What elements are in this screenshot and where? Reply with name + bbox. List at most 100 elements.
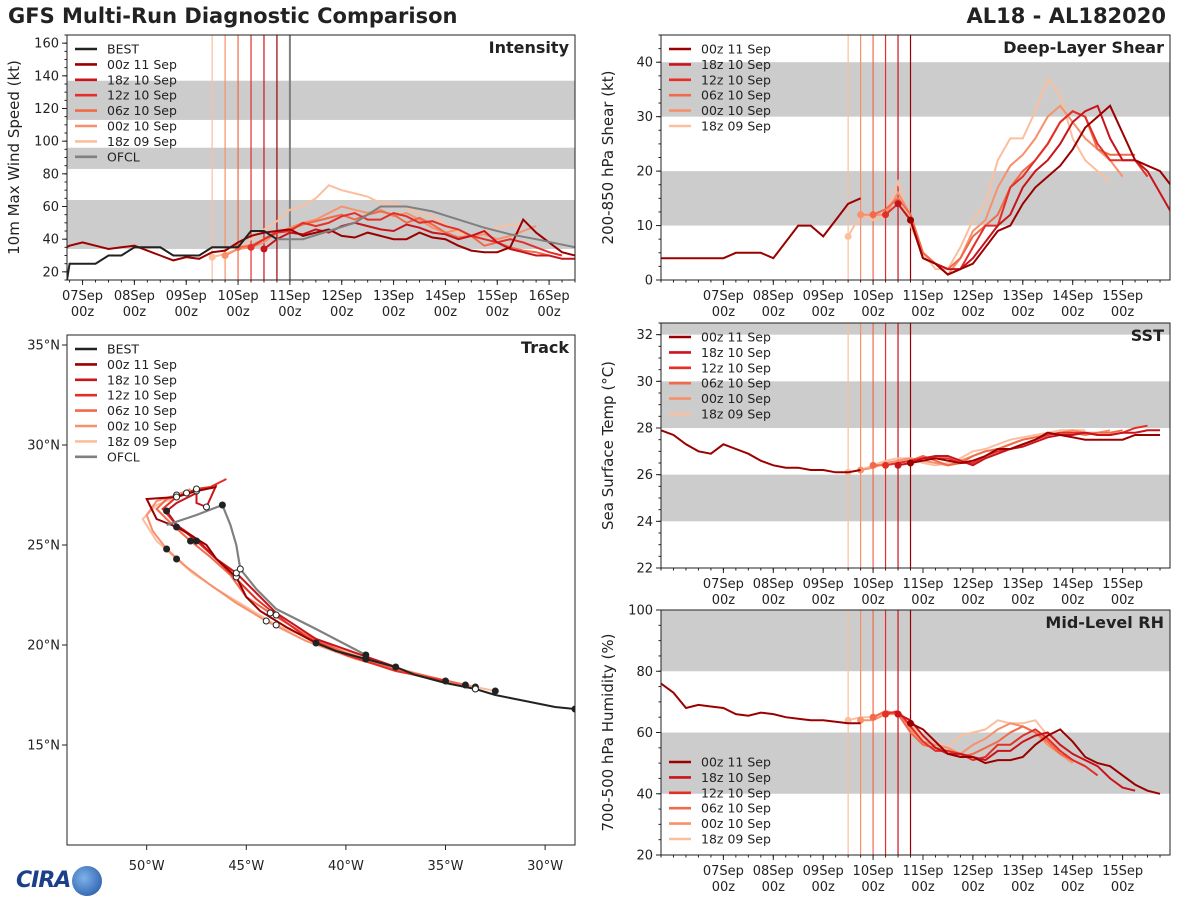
legend-label: 00z 10 Sep — [107, 419, 177, 434]
rh-xtick-label: 08Sep — [753, 864, 794, 879]
track-best-point — [471, 685, 479, 693]
sst-initial-point — [882, 461, 890, 469]
legend-label: 18z 09 Sep — [701, 832, 771, 847]
intensity-xtick-label: 00z — [175, 305, 199, 320]
sst-ytick-label: 32 — [636, 328, 653, 343]
intensity-xtick-label: 00z — [123, 305, 147, 320]
sst-ytick-label: 26 — [636, 468, 653, 483]
legend-label: 12z 10 Sep — [107, 388, 177, 403]
legend-label: 18z 09 Sep — [701, 407, 771, 422]
intensity-xtick-label: 13Sep — [373, 289, 414, 304]
track-ytick-label: 15°N — [27, 739, 60, 754]
intensity-xtick-label: 14Sep — [425, 289, 466, 304]
rh-ytick-label: 80 — [636, 665, 653, 680]
track-ytick-label: 20°N — [27, 639, 60, 654]
legend-label: 06z 10 Sep — [107, 103, 177, 118]
intensity-ytick-label: 120 — [34, 102, 59, 117]
shear-xtick-label: 00z — [911, 305, 935, 320]
track-xtick-label: 40°W — [328, 859, 364, 874]
intensity-best-line — [67, 230, 278, 280]
track-best-point — [571, 705, 575, 713]
shear-band — [661, 62, 1170, 117]
track-xtick-label: 35°W — [428, 859, 464, 874]
intensity-xtick-label: 09Sep — [166, 289, 207, 304]
legend-label: 12z 10 Sep — [701, 360, 771, 375]
track-point — [192, 537, 200, 545]
intensity-xtick-label: 10Sep — [218, 289, 259, 304]
intensity-initial-point — [221, 252, 229, 259]
sst-xtick-label: 08Sep — [753, 577, 794, 592]
track-title: Track — [521, 338, 569, 357]
sst-title: SST — [1131, 326, 1164, 345]
shear-xtick-label: 00z — [712, 305, 736, 320]
sst-band — [661, 474, 1170, 522]
cira-logo-text: CIRA — [16, 868, 71, 893]
rh-xtick-label: 00z — [712, 880, 736, 895]
track-point — [272, 621, 280, 629]
intensity-title: Intensity — [489, 38, 570, 57]
intensity-xtick-label: 16Sep — [529, 289, 570, 304]
rh-xtick-label: 14Sep — [1052, 864, 1093, 879]
intensity-xtick-label: 00z — [382, 305, 406, 320]
track-series-18z-09-sep — [141, 490, 496, 692]
track-point — [173, 493, 181, 501]
rh-series-00z-11-sep — [910, 722, 1161, 795]
track-point — [461, 681, 469, 689]
shear-xtick-label: 11Sep — [902, 289, 943, 304]
track-panel: 15°N 20°N 25°N 30°N 35°N 50°W 45°W 40°W 35°W 30°W… — [27, 334, 576, 874]
rh-xtick-label: 00z — [762, 880, 786, 895]
legend-label: 06z 10 Sep — [107, 403, 177, 418]
shear-band — [661, 171, 1170, 226]
sst-xtick-label: 07Sep — [703, 577, 744, 592]
rh-xtick-label: 07Sep — [703, 864, 744, 879]
sst-xtick-label: 12Sep — [952, 577, 993, 592]
track-point — [262, 617, 270, 625]
legend-label: 18z 10 Sep — [701, 345, 771, 360]
intensity-series-18z-09-sep — [211, 184, 524, 259]
shear-initial-point — [869, 211, 877, 219]
shear-xtick-label: 00z — [961, 305, 985, 320]
intensity-xtick-label: 00z — [278, 305, 302, 320]
track-ofcl-point — [236, 565, 244, 573]
track-point — [272, 611, 280, 619]
shear-initial-point — [907, 216, 915, 224]
intensity-ytick-label: 40 — [42, 233, 59, 248]
sst-ytick-label: 30 — [636, 375, 653, 390]
sst-xtick-label: 00z — [1061, 593, 1085, 608]
intensity-xtick-label: 00z — [486, 305, 510, 320]
rh-xtick-label: 00z — [911, 880, 935, 895]
track-series-06z-10-sep — [155, 488, 466, 686]
sst-xtick-label: 00z — [811, 593, 835, 608]
sst-ytick-label: 24 — [636, 515, 653, 530]
legend-label: 06z 10 Sep — [701, 376, 771, 391]
rh-xtick-label: 15Sep — [1102, 864, 1143, 879]
track-point — [163, 545, 171, 553]
sst-ytick-label: 22 — [636, 562, 653, 577]
legend-label: 00z 10 Sep — [701, 391, 771, 406]
shear-xtick-label: 12Sep — [952, 289, 993, 304]
intensity-xtick-label: 12Sep — [321, 289, 362, 304]
rh-initial-point — [869, 713, 877, 721]
intensity-series-00z-11-sep — [67, 217, 575, 262]
shear-xtick-label: 00z — [1011, 305, 1035, 320]
shear-xtick-label: 15Sep — [1102, 289, 1143, 304]
legend-label: 12z 10 Sep — [701, 785, 771, 800]
sst-xtick-label: 10Sep — [853, 577, 894, 592]
shear-xtick-label: 09Sep — [803, 289, 844, 304]
rh-ytick-label: 100 — [628, 604, 653, 619]
shear-series-00z-10-sep — [860, 104, 1124, 277]
intensity-xtick-label: 07Sep — [62, 289, 103, 304]
sst-series-18z-10-sep — [897, 429, 1160, 467]
legend-label: 00z 11 Sep — [107, 357, 177, 372]
legend-label: 12z 10 Sep — [701, 72, 771, 87]
sst-xtick-label: 00z — [961, 593, 985, 608]
intensity-ytick-label: 160 — [34, 37, 59, 52]
intensity-ylabel: 10m Max Wind Speed (kt) — [5, 60, 23, 255]
track-point — [187, 537, 195, 545]
shear-xtick-label: 00z — [762, 305, 786, 320]
legend-label: 18z 09 Sep — [107, 434, 177, 449]
shear-xtick-label: 00z — [1061, 305, 1085, 320]
sst-xtick-label: 11Sep — [902, 577, 943, 592]
shear-lines — [661, 76, 1170, 277]
